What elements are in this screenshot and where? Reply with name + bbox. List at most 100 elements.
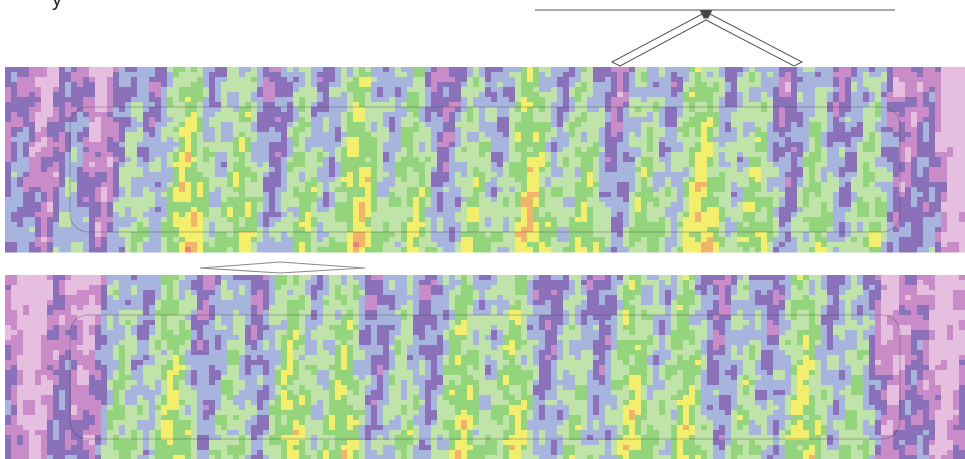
contour-cell — [365, 112, 372, 118]
contour-cell — [947, 202, 954, 208]
contour-cell — [869, 182, 876, 188]
contour-cell — [41, 97, 48, 103]
contour-cell — [215, 147, 222, 153]
contour-cell — [767, 127, 774, 133]
contour-cell — [275, 122, 282, 128]
contour-cell — [527, 87, 534, 93]
contour-cell — [485, 162, 492, 168]
contour-cell — [455, 187, 462, 193]
contour-cell — [413, 152, 420, 158]
contour-cell — [719, 127, 726, 133]
contour-cell — [263, 177, 270, 183]
contour-cell — [725, 202, 732, 208]
contour-cell — [623, 197, 630, 203]
contour-cell — [695, 177, 702, 183]
contour-cell — [623, 142, 630, 148]
contour-cell — [161, 167, 168, 173]
contour-cell — [89, 177, 96, 183]
contour-cell — [269, 127, 276, 133]
contour-cell — [587, 182, 594, 188]
contour-cell — [89, 107, 96, 113]
contour-cell — [683, 117, 690, 123]
contour-cell — [923, 67, 930, 73]
contour-cell — [953, 207, 960, 213]
contour-cell — [467, 117, 474, 123]
contour-cell — [23, 212, 30, 218]
contour-cell — [215, 167, 222, 173]
contour-cell — [233, 182, 240, 188]
contour-cell — [185, 187, 192, 193]
contour-cell — [617, 217, 624, 223]
contour-cell — [89, 167, 96, 173]
contour-cell — [467, 172, 474, 178]
contour-cell — [131, 147, 138, 153]
contour-cell — [41, 112, 48, 118]
contour-cell — [593, 127, 600, 133]
contour-cell — [611, 157, 618, 163]
contour-cell — [803, 77, 810, 83]
contour-cell — [287, 112, 294, 118]
contour-cell — [287, 197, 294, 203]
contour-cell — [905, 72, 912, 78]
contour-cell — [341, 137, 348, 143]
contour-cell — [851, 212, 858, 218]
contour-cell — [719, 177, 726, 183]
contour-cell — [119, 92, 126, 98]
contour-cell — [953, 97, 960, 103]
contour-cell — [17, 127, 24, 133]
contour-cell — [185, 142, 192, 148]
contour-cell — [77, 207, 84, 213]
contour-cell — [95, 107, 102, 113]
contour-cell — [533, 142, 540, 148]
contour-cell — [455, 177, 462, 183]
contour-cell — [689, 202, 696, 208]
contour-cell — [761, 72, 768, 78]
contour-cell — [833, 67, 840, 73]
contour-cell — [221, 137, 228, 143]
contour-cell — [125, 177, 132, 183]
contour-cell — [635, 92, 642, 98]
contour-cell — [875, 207, 882, 213]
contour-cell — [299, 87, 306, 93]
contour-cell — [485, 132, 492, 138]
contour-cell — [359, 127, 366, 133]
contour-cell — [383, 172, 390, 178]
contour-cell — [203, 152, 210, 158]
contour-cell — [53, 107, 60, 113]
contour-cell — [245, 77, 252, 83]
contour-cell — [905, 177, 912, 183]
contour-cell — [515, 177, 522, 183]
contour-cell — [701, 87, 708, 93]
contour-cell — [389, 162, 396, 168]
contour-cell — [221, 202, 228, 208]
contour-cell — [881, 152, 888, 158]
contour-cell — [755, 72, 762, 78]
contour-cell — [395, 77, 402, 83]
contour-cell — [617, 167, 624, 173]
contour-cell — [539, 162, 546, 168]
contour-cell — [53, 97, 60, 103]
contour-cell — [35, 172, 42, 178]
contour-cell — [569, 172, 576, 178]
contour-cell — [581, 77, 588, 83]
contour-cell — [383, 67, 390, 73]
contour-cell — [353, 167, 360, 173]
contour-cell — [233, 162, 240, 168]
contour-cell — [473, 107, 480, 113]
contour-cell — [11, 217, 18, 223]
contour-cell — [125, 67, 132, 73]
contour-cell — [89, 122, 96, 128]
contour-cell — [125, 152, 132, 158]
contour-cell — [557, 192, 564, 198]
contour-cell — [533, 147, 540, 153]
contour-cell — [773, 142, 780, 148]
contour-cell — [5, 172, 12, 178]
contour-cell — [917, 137, 924, 143]
contour-cell — [83, 127, 90, 133]
contour-cell — [947, 147, 954, 153]
contour-cell — [179, 147, 186, 153]
contour-cell — [515, 217, 522, 223]
contour-cell — [137, 212, 144, 218]
contour-cell — [323, 127, 330, 133]
contour-cell — [575, 182, 582, 188]
